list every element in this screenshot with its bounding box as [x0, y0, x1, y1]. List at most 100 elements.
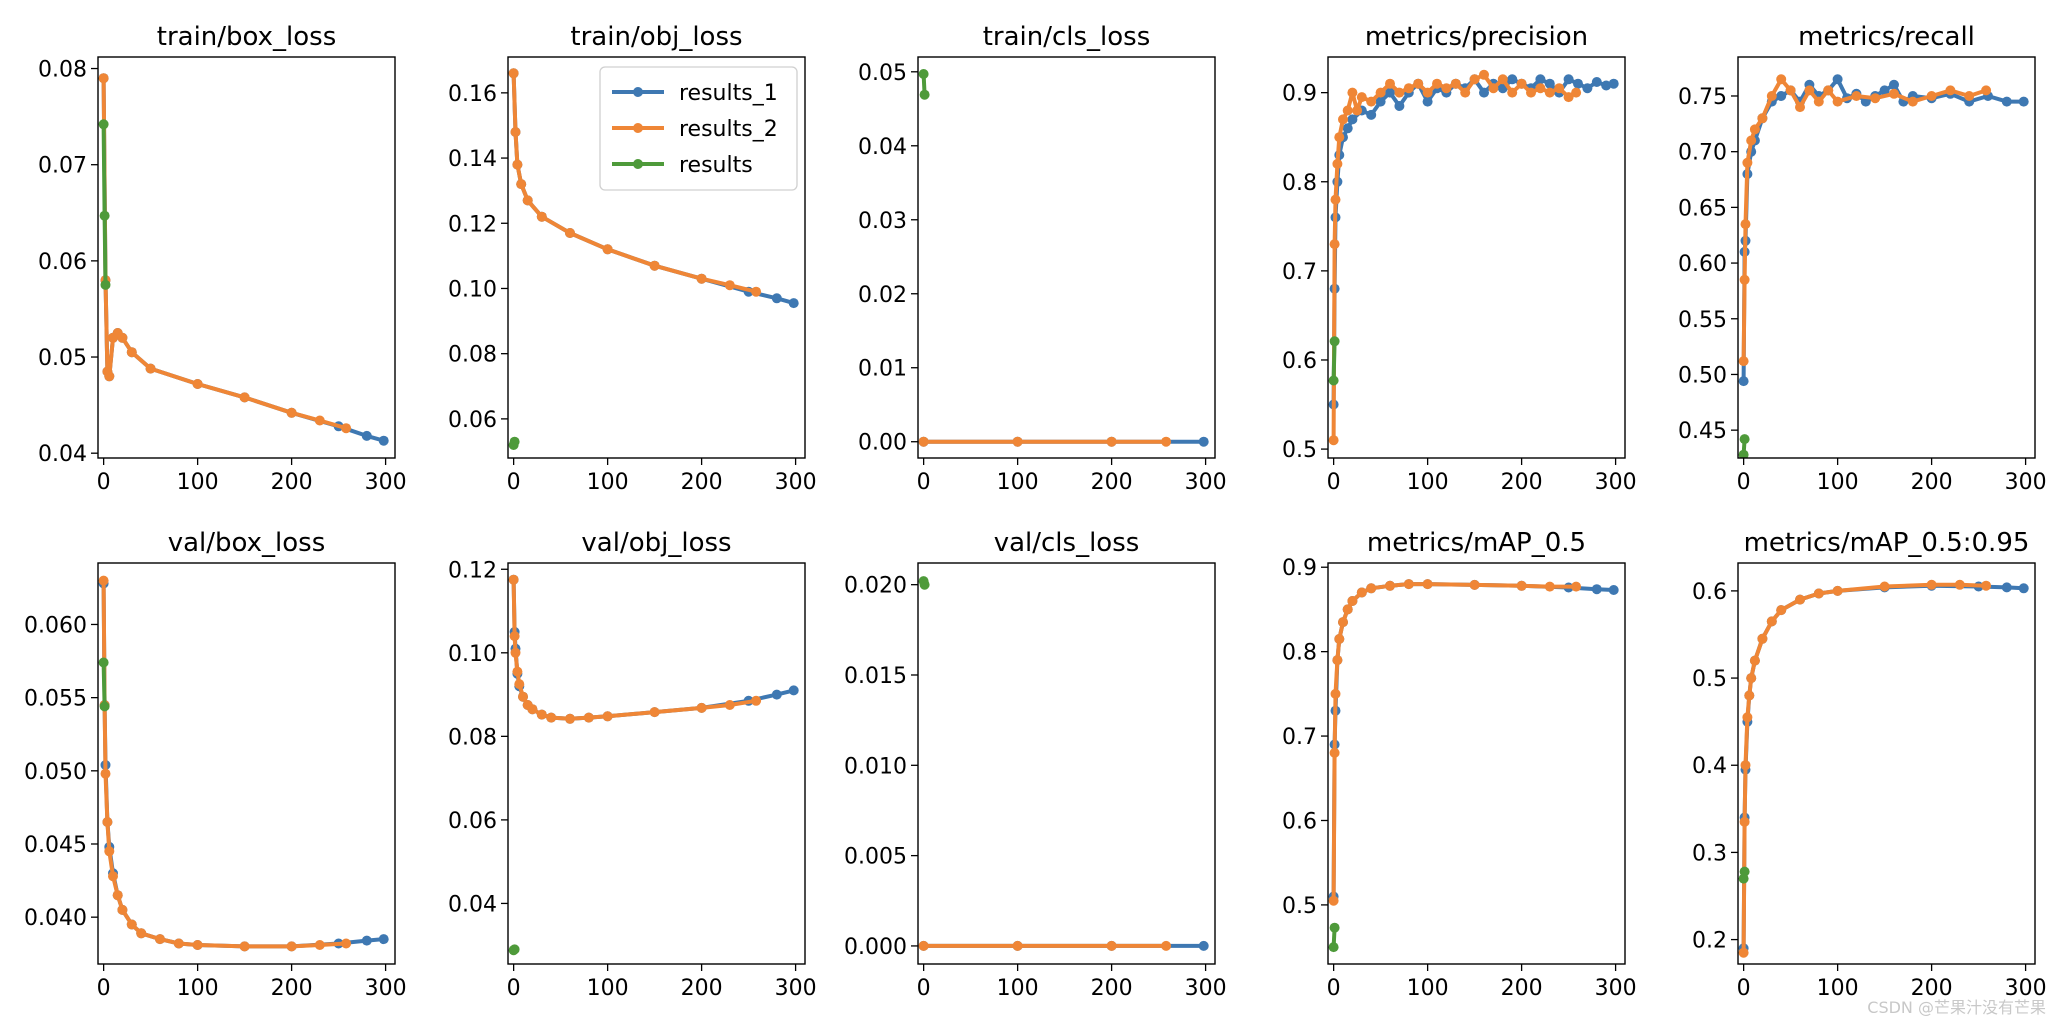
subplot-title: val/cls_loss [994, 528, 1140, 558]
y-tick-label: 0.055 [24, 687, 87, 712]
x-tick-label: 300 [2005, 470, 2047, 495]
series-results-point [1738, 449, 1749, 458]
series-results-point [1739, 866, 1750, 877]
series-results-2-point [1571, 87, 1582, 98]
series-results-2-point [1329, 747, 1340, 758]
series-results-2-point [1334, 132, 1345, 143]
series-results-2-point [117, 904, 128, 915]
series-results-2-point [510, 127, 521, 137]
series-results-2-point [1507, 87, 1518, 98]
x-tick-label: 100 [1817, 470, 1859, 495]
series-results-2-point [1740, 219, 1751, 230]
series-results-1-point [788, 298, 799, 309]
x-tick-label: 200 [1091, 470, 1133, 495]
y-tick-label: 0.045 [24, 833, 87, 858]
series-results-2-point [286, 407, 297, 418]
series-results-2-point [583, 712, 594, 723]
axes-frame [1327, 562, 1626, 965]
x-tick-label: 0 [507, 470, 521, 495]
series-results-2-point [1823, 85, 1834, 96]
series-results-1-point [771, 689, 782, 700]
x-tick-label: 100 [997, 976, 1039, 1001]
y-tick-label: 0.05 [38, 346, 87, 371]
series-results-1-point [1776, 91, 1787, 101]
y-tick-label: 0.12 [448, 212, 497, 237]
y-tick-label: 0.010 [844, 754, 907, 779]
legend-label-results: results [679, 153, 753, 178]
plot-area [918, 69, 1209, 447]
series-results-2-point [514, 679, 525, 690]
y-tick-label: 0.04 [38, 442, 87, 467]
y-tick-label: 0.060 [24, 613, 87, 638]
x-tick-label: 0 [1327, 470, 1341, 495]
x-tick-label: 100 [177, 976, 219, 1001]
series-results-1-point [361, 430, 372, 441]
series-results-2-point [1740, 760, 1751, 771]
y-tick-label: 0.7 [1282, 260, 1317, 285]
series-results-2-point [649, 707, 660, 718]
axes-frame [1737, 56, 2036, 459]
series-results-point [509, 944, 520, 955]
subplot-val-cls-loss: val/cls_loss 0 100 200 300 0.000 0.005 0.010 0.0… [844, 528, 1227, 1001]
series-results-2-point [1757, 633, 1768, 644]
series-results-2-point [1347, 596, 1358, 606]
series-results-point [1329, 922, 1340, 933]
plot-area [1738, 74, 2029, 458]
legend-box [599, 66, 798, 191]
y-tick-label: 0.75 [1678, 85, 1727, 110]
y-tick-label: 0.2 [1692, 929, 1727, 954]
y-tick-label: 0.00 [858, 431, 907, 456]
series-results-1-point [1738, 376, 1749, 387]
x-tick-label: 0 [97, 976, 111, 1001]
x-tick-label: 0 [917, 470, 931, 495]
y-tick-label: 0.8 [1282, 641, 1317, 666]
axes-frame [1327, 56, 1626, 459]
series-results-2-point [1347, 87, 1358, 98]
x-tick-label: 200 [1911, 976, 1953, 1001]
series-results-2-point [341, 423, 352, 434]
series-results-2-point [512, 666, 523, 677]
y-tick-label: 0.65 [1678, 196, 1727, 221]
series-results-1-line [1741, 77, 2026, 384]
series-results-2-point [918, 436, 929, 447]
y-tick-label: 0.12 [448, 558, 497, 583]
y-tick-label: 0.6 [1282, 349, 1317, 374]
plot-area [98, 575, 389, 952]
series-results-point [918, 69, 929, 79]
series-results-1-point [788, 685, 799, 696]
series-results-2-line [101, 76, 349, 431]
series-results-2-point [1870, 93, 1881, 104]
series-results-2-point [1766, 91, 1777, 101]
x-tick-label: 300 [1185, 976, 1227, 1001]
legend-swatch-marker [633, 159, 643, 169]
y-tick-label: 0.08 [38, 58, 87, 83]
series-results-2-point [1403, 83, 1414, 94]
x-tick-label: 300 [365, 976, 407, 1001]
subplot-title: metrics/precision [1365, 22, 1588, 52]
watermark: CSDN @芒果汁没有芒果 [1867, 998, 2046, 1017]
series-results-2-point [696, 702, 707, 713]
series-results-2-point [1813, 588, 1824, 599]
series-results-1-line [1331, 77, 1616, 407]
series-results-2-point [724, 280, 735, 291]
series-results-1-point [1601, 80, 1612, 91]
subplot-title: val/box_loss [168, 528, 326, 558]
series-results-2-point [104, 371, 115, 382]
series-results-1-line [101, 581, 386, 949]
series-results-2-point [126, 347, 137, 358]
series-results-2-point [1832, 96, 1843, 107]
series-results-1-point [1535, 74, 1546, 85]
series-results-2-point [1776, 74, 1787, 85]
series-results-1-point [1608, 78, 1619, 89]
legend-swatch-marker [633, 123, 643, 133]
series-results-1-point [378, 435, 389, 446]
axes-frame [97, 562, 396, 965]
series-results-2-point [1469, 579, 1480, 590]
series-results-2-point [602, 711, 613, 722]
subplot-title: train/box_loss [157, 22, 337, 52]
x-tick-label: 300 [775, 470, 817, 495]
subplot-train-box-loss: train/box_loss 0 100 200 300 0.04 0.05 0.06 0.07… [38, 22, 407, 495]
x-tick-label: 200 [1091, 976, 1133, 1001]
series-results-2-point [1161, 940, 1172, 951]
series-results-2-point [1879, 581, 1890, 592]
